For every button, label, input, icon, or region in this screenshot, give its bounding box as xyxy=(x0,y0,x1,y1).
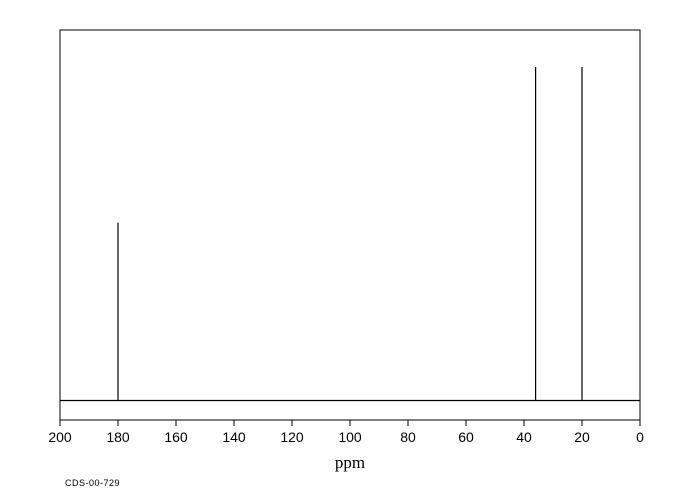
svg-text:200: 200 xyxy=(48,429,72,445)
nmr-spectrum-chart: 200180160140120100806040200ppmCDS-00-729 xyxy=(0,0,680,500)
svg-text:60: 60 xyxy=(458,429,474,445)
svg-text:80: 80 xyxy=(400,429,416,445)
svg-text:20: 20 xyxy=(574,429,590,445)
svg-text:160: 160 xyxy=(164,429,188,445)
svg-text:120: 120 xyxy=(280,429,304,445)
svg-text:180: 180 xyxy=(106,429,130,445)
chart-container: 200180160140120100806040200ppmCDS-00-729 xyxy=(0,0,680,500)
svg-text:CDS-00-729: CDS-00-729 xyxy=(65,478,120,488)
svg-text:40: 40 xyxy=(516,429,532,445)
svg-text:140: 140 xyxy=(222,429,246,445)
svg-text:ppm: ppm xyxy=(335,453,365,472)
svg-text:100: 100 xyxy=(338,429,362,445)
svg-text:0: 0 xyxy=(636,429,644,445)
